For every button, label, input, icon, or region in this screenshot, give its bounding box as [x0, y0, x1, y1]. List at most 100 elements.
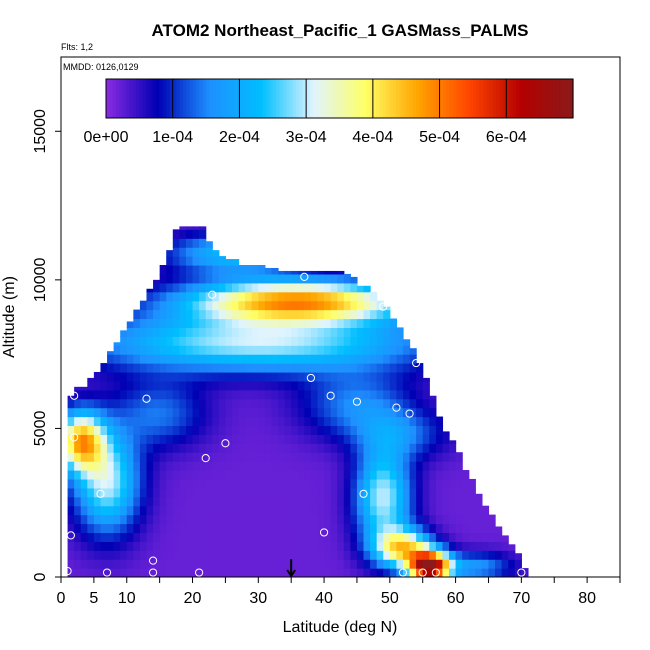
heatmap-cell	[126, 443, 134, 453]
heatmap-cell	[179, 336, 187, 346]
heatmap-cell	[343, 532, 351, 542]
heatmap-cell	[251, 505, 259, 516]
heatmap-cell	[251, 487, 259, 498]
heatmap-cell	[324, 354, 332, 364]
heatmap-cell	[462, 496, 470, 507]
heatmap-cell	[501, 541, 509, 551]
heatmap-cell	[324, 470, 332, 480]
heatmap-cell	[409, 461, 417, 471]
heatmap-cell	[172, 265, 180, 275]
heatmap-cell	[218, 398, 227, 409]
colorbar-swatch	[376, 79, 381, 118]
heatmap-cell	[87, 377, 95, 382]
heatmap-cell	[199, 505, 207, 516]
heatmap-cell	[231, 273, 240, 284]
heatmap-cell	[317, 380, 325, 391]
colorbar-swatch	[162, 79, 167, 118]
heatmap-cell	[310, 523, 319, 534]
heatmap-cell	[324, 407, 332, 418]
heatmap-cell	[416, 523, 424, 534]
heatmap-cell	[291, 541, 299, 551]
heatmap-cell	[304, 270, 312, 275]
heatmap-cell	[107, 354, 115, 364]
heatmap-cell	[363, 309, 371, 320]
colorbar-swatch	[306, 79, 311, 118]
heatmap-cell	[126, 496, 134, 507]
heatmap-cell	[356, 443, 365, 453]
heatmap-cell	[297, 354, 305, 364]
sample-point	[96, 489, 105, 498]
heatmap-cell	[429, 452, 437, 462]
heatmap-cell	[356, 318, 365, 328]
heatmap-cell	[166, 550, 174, 560]
heatmap-cell	[139, 318, 148, 328]
heatmap-cell	[159, 291, 167, 302]
heatmap-cell	[481, 559, 490, 569]
heatmap-cell	[291, 273, 299, 284]
heatmap-cell	[100, 568, 108, 577]
heatmap-cell	[133, 487, 141, 498]
heatmap-cell	[350, 425, 358, 435]
heatmap-cell	[133, 380, 141, 391]
heatmap-cell	[166, 389, 174, 400]
heatmap-cell	[218, 389, 227, 400]
colorbar-swatch	[336, 79, 341, 118]
heatmap-cell	[310, 514, 319, 525]
heatmap-cell	[416, 371, 424, 382]
heatmap-cell	[139, 380, 148, 391]
heatmap-cell	[179, 291, 187, 302]
heatmap-cell	[416, 380, 424, 391]
heatmap-cell	[258, 345, 266, 355]
heatmap-cell	[376, 541, 384, 551]
heatmap-cell	[291, 496, 299, 507]
heatmap-cell	[488, 532, 496, 542]
heatmap-cell	[310, 568, 319, 577]
heatmap-cell	[87, 478, 95, 489]
heatmap-cell	[304, 345, 312, 355]
heatmap-cell	[107, 425, 115, 435]
heatmap-cell	[159, 416, 167, 427]
heatmap-cell	[153, 318, 161, 328]
heatmap-cell	[402, 550, 411, 560]
flights-label: Flts: 1,2	[61, 42, 93, 52]
heatmap-cell	[113, 568, 121, 577]
heatmap-cell	[370, 568, 378, 577]
heatmap-cell	[396, 478, 404, 489]
heatmap-cell	[481, 532, 490, 542]
heatmap-cell	[264, 345, 273, 355]
heatmap-cell	[179, 380, 187, 391]
heatmap-cell	[264, 461, 273, 471]
heatmap-cell	[297, 478, 305, 489]
heatmap-cell	[383, 407, 391, 418]
heatmap-cell	[304, 416, 312, 427]
heatmap-cell	[258, 559, 266, 569]
heatmap-cell	[126, 407, 134, 418]
heatmap-cell	[113, 550, 121, 560]
heatmap-cell	[508, 568, 516, 577]
heatmap-cell	[356, 523, 365, 534]
heatmap-cell	[218, 470, 227, 480]
heatmap-cell	[297, 389, 305, 400]
heatmap-cell	[297, 568, 305, 577]
heatmap-cell	[284, 327, 292, 337]
heatmap-cell	[389, 443, 397, 453]
heatmap-cell	[304, 452, 312, 462]
heatmap-cell	[291, 407, 299, 418]
heatmap-cell	[422, 452, 430, 462]
heatmap-cell	[126, 380, 134, 391]
heatmap-cell	[179, 559, 187, 569]
colorbar-swatch	[419, 79, 424, 118]
heatmap-cell	[179, 523, 187, 534]
heatmap-cell	[74, 398, 82, 409]
heatmap-cell	[139, 523, 148, 534]
heatmap-cell	[192, 407, 200, 418]
heatmap-cell	[442, 478, 450, 489]
heatmap-cell	[100, 434, 108, 444]
heatmap-cell	[343, 461, 351, 471]
heatmap-cell	[251, 496, 259, 507]
heatmap-cell	[205, 336, 213, 346]
heatmap-cell	[238, 265, 246, 275]
heatmap-cell	[146, 514, 154, 525]
heatmap-cell	[87, 443, 95, 453]
heatmap-cell	[310, 461, 319, 471]
